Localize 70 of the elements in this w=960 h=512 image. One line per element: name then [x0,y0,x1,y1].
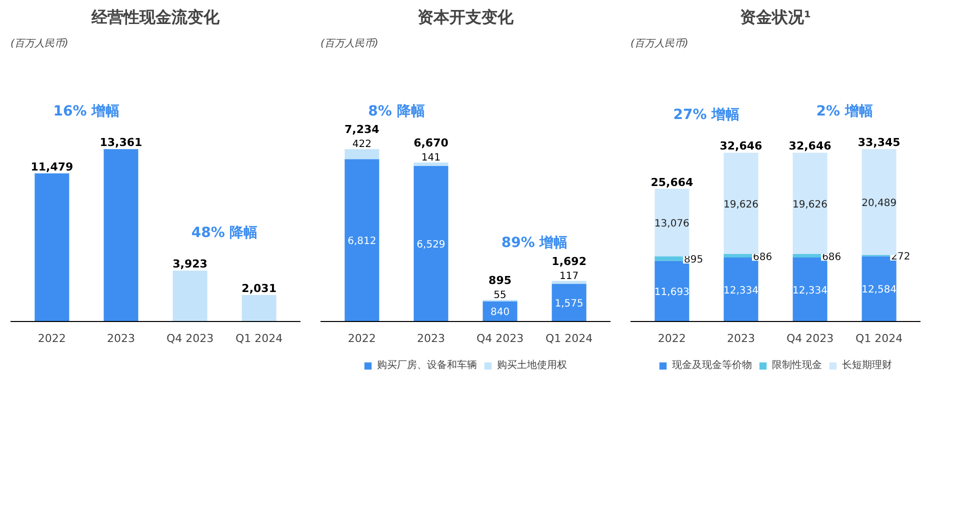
bar [792,152,828,254]
bar [344,149,380,160]
data-label: 117 [560,270,579,282]
data-label: 3,923 [172,258,208,271]
x-tick-label: Q1 2024 [236,332,283,346]
x-tick-label: 2023 [726,332,755,346]
total-label: 33,345 [858,136,900,150]
chart-title: 经营性现金流变化 [90,8,220,26]
bar [552,280,586,284]
x-tick-label: Q4 2023 [476,332,524,346]
annotation: 48% 降幅 [191,224,258,241]
bar [654,188,690,256]
bar [34,173,70,322]
x-tick-label: Q4 2023 [166,332,214,346]
total-label: 895 [488,274,512,287]
x-tick-label: Q1 2024 [856,332,903,346]
x-tick-label: 2022 [348,332,376,346]
text: 16% 增幅 [53,103,120,120]
data-label: 12,334 [723,285,758,296]
bar [344,159,380,322]
data-label: 13,076 [654,218,690,230]
text: 2% 增幅 [816,103,873,120]
x-tick-label: 2022 [658,332,686,346]
data-label: 12,584 [862,284,897,296]
chart-title: 资本开支变化 [418,8,514,26]
x-tick-label: 2023 [106,332,135,346]
x-tick-label: 2022 [38,332,66,346]
data-label: 141 [421,152,441,164]
data-label: 11,479 [30,160,74,174]
chart-subtitle: (百万人民币) [630,38,688,50]
data-label: 422 [352,139,372,150]
data-label: 11,693 [654,287,690,298]
legend-label: 现金及现金等价物 [672,359,752,372]
total-label: 1,692 [552,254,586,268]
data-label: 2,031 [242,282,276,296]
chart-subtitle: (百万人民币) [320,38,378,50]
bar [242,295,276,322]
data-label: 13,361 [100,136,142,150]
bar [552,284,586,322]
legend-label: 购买土地使用权 [497,358,567,372]
x-tick-label: Q1 2024 [546,332,593,346]
text: 8% 降幅 [368,103,425,120]
x-tick-label: Q4 2023 [786,332,834,346]
chart-title: 资金状况¹ [740,8,812,26]
legend-label: 限制性现金 [772,358,822,372]
bar [104,149,138,322]
total-label: 7,234 [344,123,380,136]
chart-subtitle: (百万人民币) [10,38,68,50]
data-label: 840 [490,307,510,318]
data-label: 12,334 [792,285,828,296]
x-tick-label: 2023 [416,332,445,346]
total-label: 25,664 [650,176,694,189]
data-label: 6,529 [416,240,446,251]
total-label: 6,670 [414,136,449,150]
text: 27% 增幅 [673,106,740,123]
bar [172,270,208,322]
data-label: 1,575 [554,298,584,310]
bar [724,152,758,254]
data-label: 19,626 [792,199,828,210]
bar [414,162,448,166]
legend-label: 购买厂房、设备和车辆 [377,358,477,372]
data-label: 20,489 [862,198,897,209]
total-label: 32,646 [788,140,832,153]
annotation: 89% 增幅 [501,235,568,252]
bar [414,166,448,322]
total-label: 32,646 [720,140,763,153]
data-label: 19,626 [723,199,758,210]
data-label: 55 [494,290,506,301]
data-label: 6,812 [348,236,376,248]
legend-label: 长短期理财 [842,358,892,372]
